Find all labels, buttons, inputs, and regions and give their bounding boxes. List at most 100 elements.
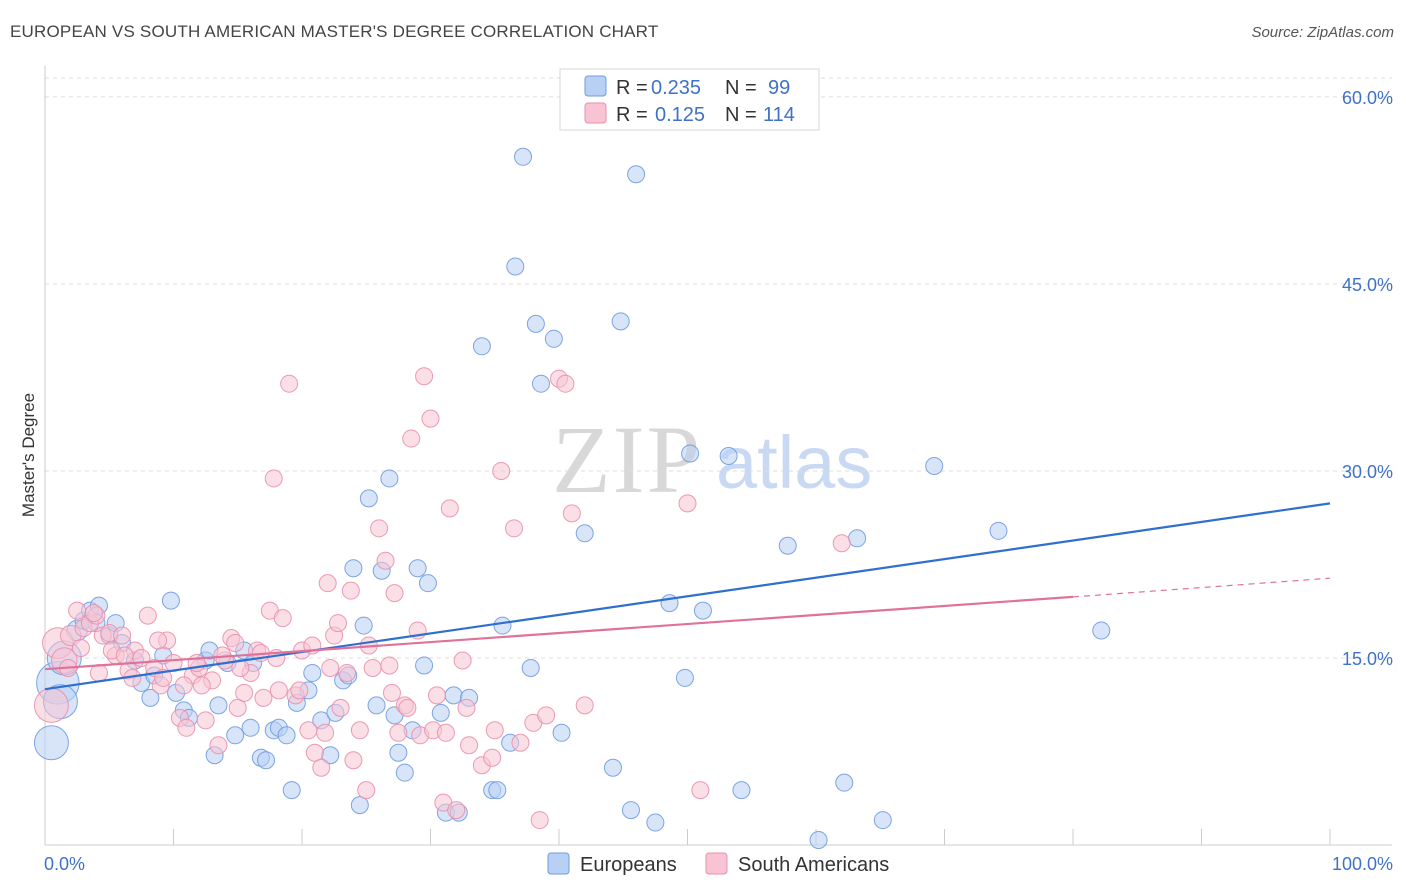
point-south-americans-52	[363, 658, 382, 677]
point-south-americans-74	[530, 811, 549, 830]
grid-lines	[45, 77, 1392, 659]
point-europeans-83	[681, 444, 700, 463]
point-europeans-95	[1092, 621, 1111, 640]
point-south-americans-53	[370, 519, 389, 538]
point-europeans-14	[141, 688, 160, 707]
legend-r-label-south-americans: R =	[616, 104, 648, 126]
point-south-americans-48	[337, 663, 356, 682]
point-europeans-47	[359, 489, 378, 508]
trendline-europeans	[44, 502, 1331, 691]
legend-n-south-americans: 114	[763, 104, 795, 126]
legend-n-label-south-americans: N =	[725, 104, 757, 126]
chart-title: EUROPEAN VS SOUTH AMERICAN MASTER'S DEGR…	[10, 22, 659, 41]
legend-r-label-europeans: R =	[616, 77, 648, 99]
point-europeans-55	[408, 559, 427, 578]
x-tick-label-0: 0.0%	[44, 854, 85, 874]
point-south-americans-90	[226, 634, 245, 653]
point-south-americans-80	[678, 494, 697, 513]
point-south-americans-104	[321, 658, 340, 677]
point-europeans-17	[161, 591, 180, 610]
point-south-americans-112	[192, 676, 211, 695]
point-south-americans-29	[228, 698, 247, 717]
point-europeans-45	[350, 796, 369, 815]
point-south-americans-81	[691, 781, 710, 800]
point-europeans-50	[380, 469, 399, 488]
bottom-legend-europeans: Europeans	[580, 854, 677, 876]
point-south-americans-55	[382, 683, 401, 702]
point-south-americans-50	[350, 721, 369, 740]
legend-n-europeans: 99	[768, 77, 790, 99]
point-europeans-90	[835, 773, 854, 792]
point-south-americans-70	[492, 461, 511, 480]
point-south-americans-41	[299, 721, 318, 740]
point-south-americans-51	[357, 781, 376, 800]
trendline-south-americans-extension	[1072, 577, 1331, 598]
point-south-americans-24	[196, 711, 215, 730]
point-south-americans-98	[398, 698, 417, 717]
point-europeans-80	[646, 813, 665, 832]
point-europeans-82	[675, 668, 694, 687]
point-south-americans-102	[457, 698, 476, 717]
point-south-americans-113	[483, 748, 502, 767]
point-south-americans-92	[290, 681, 309, 700]
bottom-legend-south-americans: South Americans	[738, 854, 889, 876]
point-europeans-71	[526, 314, 545, 333]
point-south-americans-56	[389, 723, 408, 742]
y-tick-label-1: 30.0%	[1342, 462, 1393, 482]
point-south-americans-78	[562, 504, 581, 523]
point-europeans-63	[472, 337, 491, 356]
y-axis-label: Master's Degree	[19, 393, 38, 517]
y-tick-label-0: 15.0%	[1342, 649, 1393, 669]
point-south-americans-0	[33, 687, 69, 723]
point-europeans-57	[418, 574, 437, 593]
point-europeans-48	[367, 696, 386, 715]
trendline-south-americans	[44, 595, 1074, 671]
point-europeans-31	[257, 751, 276, 770]
point-europeans-0	[33, 725, 69, 761]
x-tick-label-1: 100.0%	[1332, 854, 1393, 874]
point-south-americans-106	[231, 658, 250, 677]
point-europeans-35	[282, 781, 301, 800]
watermark-zip: ZIP	[552, 406, 702, 513]
legend-swatch-south-americans	[584, 102, 607, 124]
point-south-americans-79	[575, 696, 594, 715]
point-south-americans-62	[427, 686, 446, 705]
point-south-americans-33	[254, 688, 273, 707]
point-europeans-91	[848, 529, 867, 548]
point-europeans-77	[611, 312, 630, 331]
point-europeans-74	[552, 723, 571, 742]
point-south-americans-61	[421, 409, 440, 428]
point-south-americans-95	[341, 581, 360, 600]
bottom-legend: Europeans South Americans	[547, 852, 889, 876]
point-europeans-94	[989, 521, 1008, 540]
legend-r-europeans: 0.235	[651, 77, 701, 99]
point-europeans-56	[415, 656, 434, 675]
point-europeans-38	[303, 663, 322, 682]
point-europeans-58	[431, 703, 450, 722]
point-europeans-46	[354, 616, 373, 635]
point-europeans-76	[603, 758, 622, 777]
point-south-americans-97	[385, 584, 404, 603]
bottom-legend-swatch-europeans	[547, 852, 570, 875]
point-south-americans-60	[415, 367, 434, 386]
point-south-americans-38	[280, 374, 299, 393]
point-south-americans-94	[328, 614, 347, 633]
legend-n-label-europeans: N =	[725, 77, 757, 99]
point-south-americans-103	[380, 656, 399, 675]
point-europeans-24	[209, 696, 228, 715]
chart-source: Source: ZipAtlas.com	[1251, 24, 1394, 41]
y-tick-label-3: 60.0%	[1342, 88, 1393, 108]
point-south-americans-66	[453, 651, 472, 670]
point-europeans-73	[544, 329, 563, 348]
point-south-americans-64	[440, 499, 459, 518]
point-europeans-92	[873, 811, 892, 830]
point-south-americans-11	[113, 626, 132, 645]
point-europeans-93	[925, 456, 944, 475]
point-south-americans-21	[177, 718, 196, 737]
point-south-americans-77	[556, 374, 575, 393]
y-tick-labels: 15.0% 30.0% 45.0% 60.0%	[1342, 88, 1393, 669]
point-europeans-75	[575, 524, 594, 543]
point-south-americans-84	[71, 639, 90, 658]
y-tick-label-2: 45.0%	[1342, 275, 1393, 295]
